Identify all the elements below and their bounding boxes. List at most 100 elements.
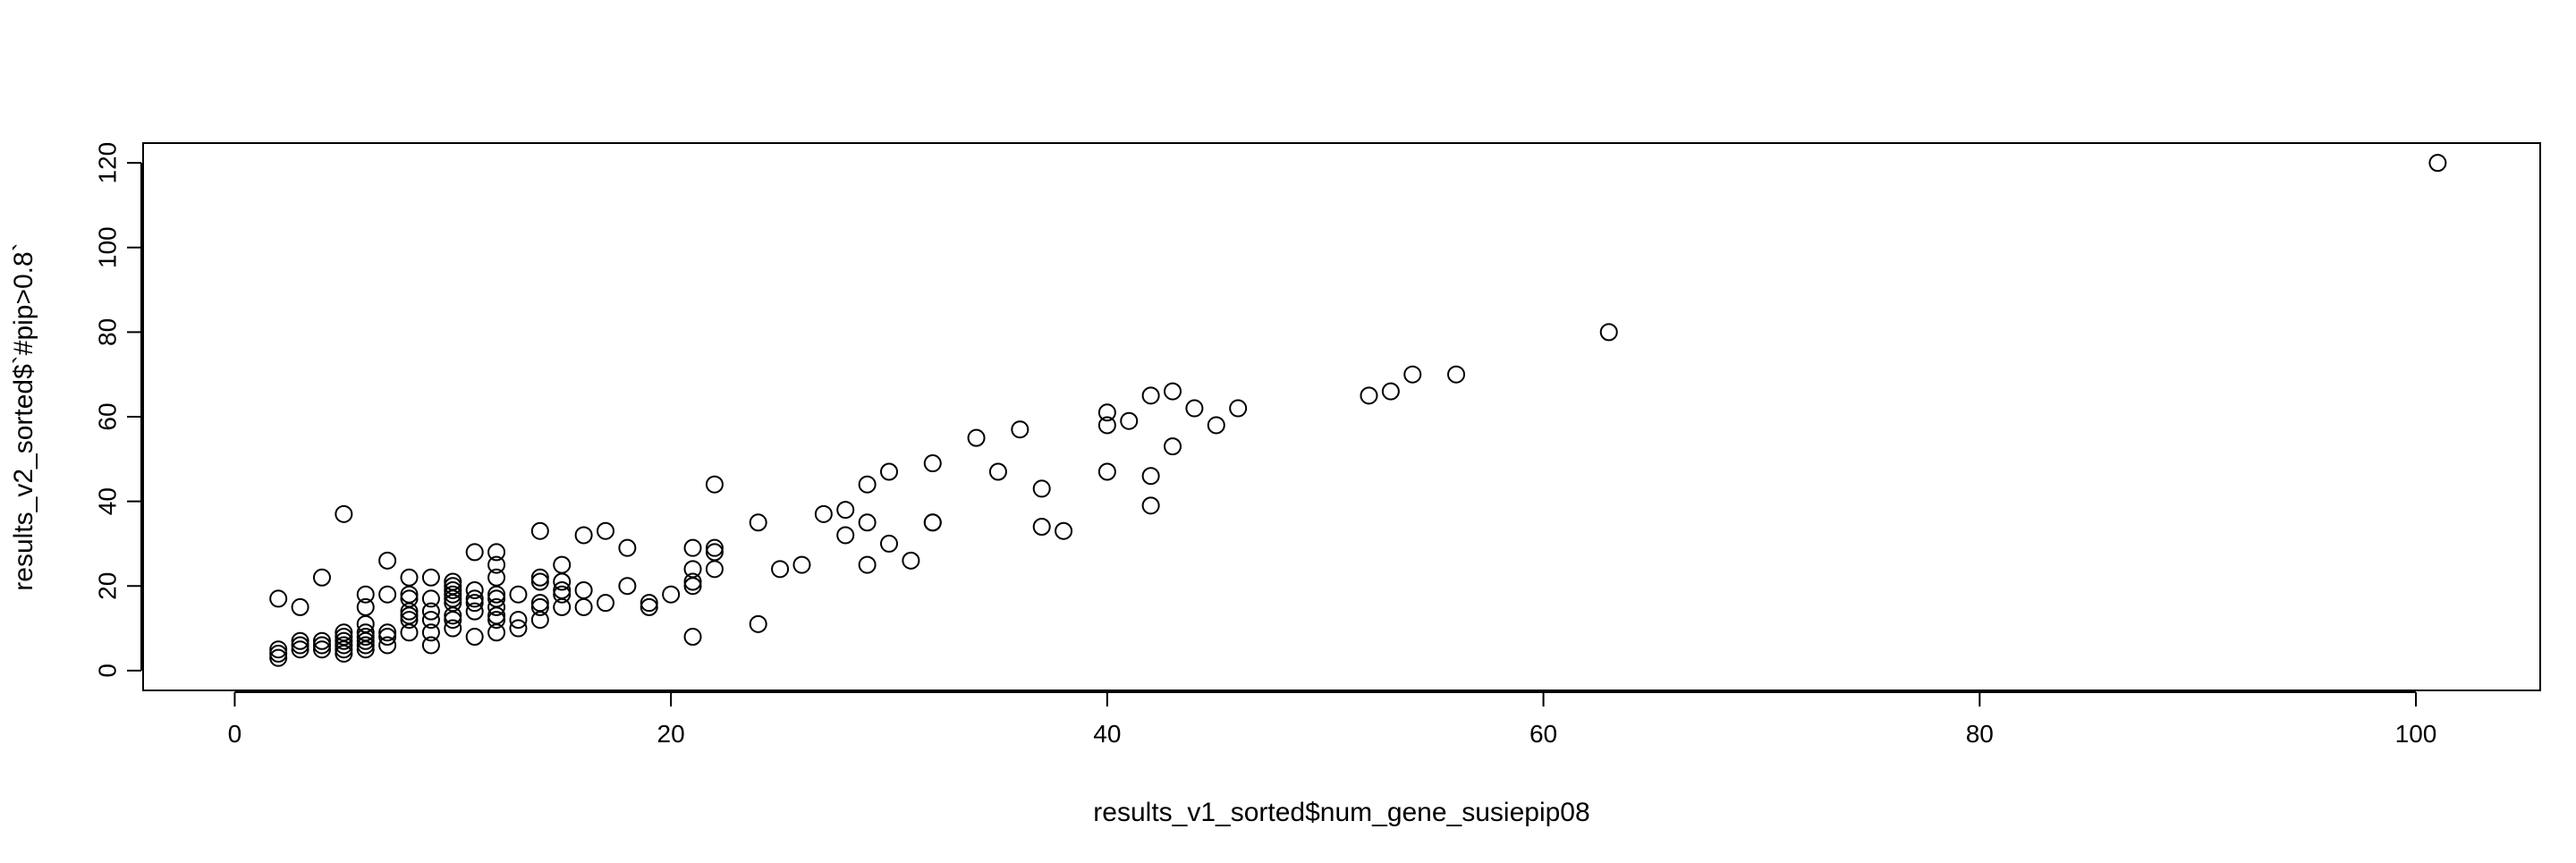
data-point xyxy=(335,623,353,642)
data-point xyxy=(291,640,309,659)
plot-frame xyxy=(142,142,2541,691)
data-point xyxy=(291,636,309,655)
data-point xyxy=(596,521,614,540)
data-point xyxy=(574,597,593,616)
data-point xyxy=(465,543,484,562)
data-point xyxy=(530,568,549,587)
data-point xyxy=(836,501,855,520)
data-point xyxy=(444,585,462,604)
data-point xyxy=(400,568,419,587)
data-point xyxy=(291,597,309,616)
data-point xyxy=(487,585,506,604)
data-point xyxy=(421,611,440,630)
data-point xyxy=(618,538,637,557)
data-point xyxy=(487,611,506,630)
data-point xyxy=(421,589,440,608)
y-tick-label: 60 xyxy=(94,402,122,430)
data-point xyxy=(1097,462,1116,481)
data-point xyxy=(1097,403,1116,422)
data-point xyxy=(749,513,767,532)
data-point xyxy=(421,568,440,587)
y-tick-label: 40 xyxy=(94,487,122,515)
data-point xyxy=(378,623,397,642)
data-point xyxy=(1141,467,1160,486)
data-point xyxy=(356,623,375,642)
data-point xyxy=(530,597,549,616)
data-point xyxy=(1447,365,1466,384)
data-point xyxy=(269,648,288,667)
data-point xyxy=(683,572,702,591)
data-point xyxy=(269,644,288,663)
data-point xyxy=(574,580,593,599)
data-point xyxy=(335,504,353,523)
data-point xyxy=(705,538,724,557)
data-point xyxy=(378,636,397,655)
data-point xyxy=(1185,399,1204,418)
data-point xyxy=(618,577,637,596)
data-point xyxy=(902,551,920,570)
x-tick-label: 20 xyxy=(657,720,685,748)
x-axis-title: results_v1_sorted$num_gene_susiepip08 xyxy=(1093,798,1589,827)
data-point xyxy=(1055,521,1073,540)
data-point xyxy=(487,543,506,562)
data-point xyxy=(444,577,462,596)
data-point xyxy=(858,513,877,532)
data-point xyxy=(269,640,288,659)
x-tick-label: 100 xyxy=(2395,720,2437,748)
data-point xyxy=(2428,154,2447,173)
data-point xyxy=(530,572,549,591)
data-point xyxy=(400,623,419,642)
data-point xyxy=(858,475,877,494)
data-point xyxy=(1164,437,1182,456)
data-point xyxy=(465,589,484,608)
data-point xyxy=(596,594,614,613)
data-points xyxy=(269,154,2447,667)
data-point xyxy=(683,628,702,647)
data-point xyxy=(923,513,942,532)
y-tick-label: 100 xyxy=(94,226,122,268)
data-point xyxy=(553,585,572,604)
data-point xyxy=(312,636,331,655)
data-point xyxy=(378,585,397,604)
data-point xyxy=(705,560,724,579)
x-tick-label: 40 xyxy=(1093,720,1121,748)
data-point xyxy=(553,597,572,616)
data-point xyxy=(574,526,593,545)
data-point xyxy=(487,589,506,608)
data-point xyxy=(465,580,484,599)
y-tick-label: 0 xyxy=(94,664,122,678)
data-point xyxy=(836,526,855,545)
data-point xyxy=(400,589,419,608)
data-point xyxy=(487,597,506,616)
data-point xyxy=(553,555,572,574)
y-tick-label: 80 xyxy=(94,318,122,346)
y-axis-title: results_v2_sorted$`#pip>0.8` xyxy=(9,242,38,590)
data-point xyxy=(1207,416,1225,435)
x-axis: 0 20 40 60 80 100 xyxy=(228,691,2437,748)
data-point xyxy=(683,577,702,596)
data-point xyxy=(1120,411,1139,430)
data-point xyxy=(553,580,572,599)
y-tick-label: 120 xyxy=(94,142,122,184)
data-point xyxy=(312,568,331,587)
data-point xyxy=(967,428,986,447)
data-point xyxy=(400,585,419,604)
data-point xyxy=(465,602,484,621)
data-point xyxy=(923,454,942,473)
data-point xyxy=(1032,479,1051,498)
data-point xyxy=(400,606,419,625)
y-tick-label: 20 xyxy=(94,572,122,600)
data-point xyxy=(509,611,528,630)
data-point xyxy=(356,585,375,604)
data-point xyxy=(683,538,702,557)
data-point xyxy=(662,585,681,604)
data-point xyxy=(1141,496,1160,515)
data-point xyxy=(421,636,440,655)
data-point xyxy=(378,551,397,570)
x-tick-label: 60 xyxy=(1530,720,1557,748)
data-point xyxy=(312,640,331,659)
data-point xyxy=(1164,382,1182,401)
data-point xyxy=(858,555,877,574)
data-point xyxy=(378,628,397,647)
